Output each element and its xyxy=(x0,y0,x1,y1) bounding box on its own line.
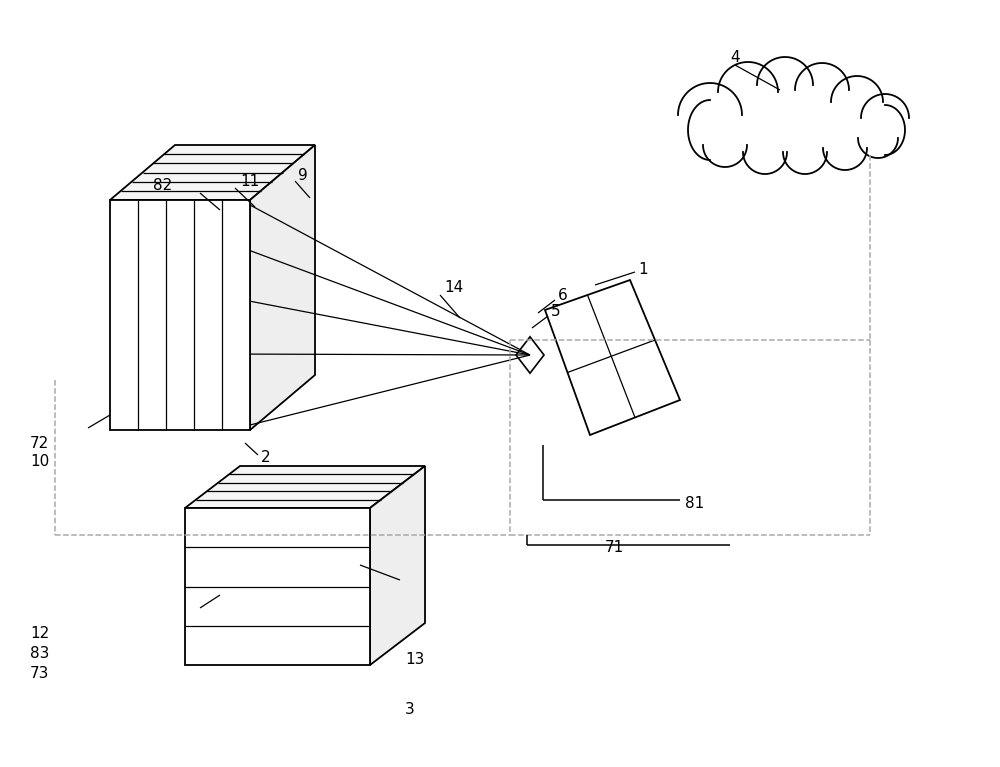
Text: 5: 5 xyxy=(551,304,561,320)
Text: 14: 14 xyxy=(444,279,463,295)
Text: 2: 2 xyxy=(261,450,271,466)
Text: 1: 1 xyxy=(638,262,648,276)
Text: 83: 83 xyxy=(30,646,49,660)
Polygon shape xyxy=(110,145,315,200)
Polygon shape xyxy=(370,466,425,665)
Text: 9: 9 xyxy=(298,167,308,183)
Polygon shape xyxy=(516,337,544,374)
Text: 10: 10 xyxy=(30,455,49,469)
Text: 72: 72 xyxy=(30,436,49,450)
Text: 81: 81 xyxy=(685,495,704,511)
Text: 73: 73 xyxy=(30,666,49,680)
Text: 12: 12 xyxy=(30,626,49,640)
Polygon shape xyxy=(545,280,680,435)
Text: 13: 13 xyxy=(405,653,424,667)
Text: 82: 82 xyxy=(153,179,172,193)
Text: 3: 3 xyxy=(405,703,415,717)
Polygon shape xyxy=(110,200,250,430)
Text: 6: 6 xyxy=(558,288,568,304)
Polygon shape xyxy=(185,508,370,665)
Text: 4: 4 xyxy=(730,50,740,64)
Polygon shape xyxy=(250,145,315,430)
Text: 71: 71 xyxy=(605,541,624,555)
Text: 11: 11 xyxy=(240,175,259,189)
Polygon shape xyxy=(185,466,425,508)
